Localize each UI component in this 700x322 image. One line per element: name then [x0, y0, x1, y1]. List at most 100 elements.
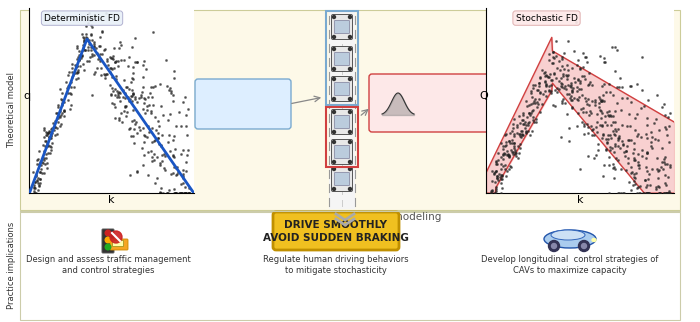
Point [105, 92, 116, 98]
Point [162, 117, 174, 122]
Ellipse shape [349, 110, 351, 113]
Point [155, 190, 167, 195]
Point [631, 82, 643, 87]
Point [526, 101, 537, 106]
Point [41, 143, 52, 148]
Point [111, 88, 122, 93]
Point [545, 90, 557, 95]
Point [507, 140, 518, 146]
Point [628, 156, 639, 161]
Point [137, 63, 148, 68]
Point [144, 129, 155, 134]
Point [646, 143, 657, 148]
Point [89, 42, 100, 47]
Point [105, 55, 116, 60]
Point [127, 76, 138, 81]
Point [610, 143, 621, 148]
Point [486, 187, 498, 193]
Point [641, 191, 652, 196]
Point [503, 138, 514, 143]
Point [641, 151, 652, 156]
Point [556, 84, 568, 89]
Point [52, 125, 63, 130]
Point [641, 135, 652, 140]
Point [617, 123, 628, 128]
Text: Stochastic FD: Stochastic FD [516, 14, 578, 23]
Point [113, 58, 124, 63]
Point [521, 98, 532, 103]
Point [55, 87, 66, 92]
Point [67, 75, 78, 80]
Point [509, 146, 520, 151]
Point [41, 144, 52, 149]
Point [506, 149, 517, 154]
Point [179, 185, 190, 190]
Point [167, 170, 178, 175]
Point [548, 50, 559, 55]
Point [164, 148, 175, 153]
Point [169, 154, 180, 159]
Point [38, 171, 50, 176]
Point [500, 133, 511, 138]
Point [169, 191, 181, 196]
Point [490, 169, 501, 174]
Point [566, 105, 578, 110]
Point [561, 73, 572, 78]
Point [543, 52, 554, 57]
Point [39, 156, 50, 161]
Point [608, 93, 619, 98]
Point [181, 133, 193, 138]
Point [183, 186, 195, 191]
Point [643, 191, 654, 196]
Point [514, 142, 525, 147]
Point [508, 133, 519, 138]
Point [179, 191, 190, 196]
Point [566, 88, 578, 93]
Ellipse shape [349, 160, 351, 164]
Point [150, 127, 162, 132]
Point [547, 103, 559, 108]
Point [608, 113, 619, 118]
Point [130, 119, 141, 125]
Point [621, 148, 632, 153]
Point [664, 110, 676, 115]
Point [663, 188, 674, 193]
Text: Markov
chain: Markov chain [496, 74, 528, 94]
Point [43, 144, 54, 149]
Ellipse shape [332, 187, 335, 191]
Point [31, 179, 42, 184]
Point [518, 122, 529, 127]
Point [551, 53, 562, 59]
Point [42, 140, 53, 145]
Point [622, 143, 633, 148]
Point [607, 166, 618, 171]
FancyBboxPatch shape [335, 82, 349, 96]
Point [598, 162, 610, 167]
Point [488, 171, 499, 176]
Point [120, 84, 132, 89]
Point [648, 120, 659, 125]
Point [543, 75, 554, 80]
Point [658, 159, 669, 165]
Point [102, 71, 113, 76]
Point [581, 101, 592, 106]
Point [659, 112, 671, 118]
Point [664, 191, 675, 196]
Point [31, 158, 42, 163]
Point [550, 104, 561, 109]
Point [46, 133, 57, 138]
Point [115, 43, 126, 48]
Point [540, 94, 551, 99]
Point [568, 75, 580, 80]
Point [497, 164, 508, 169]
Point [562, 73, 573, 78]
Point [179, 191, 190, 196]
Point [130, 35, 141, 41]
Point [546, 78, 557, 83]
FancyBboxPatch shape [195, 79, 291, 129]
Point [540, 70, 551, 75]
Point [87, 44, 98, 50]
Point [42, 151, 53, 156]
Point [534, 90, 545, 95]
Point [124, 172, 135, 177]
